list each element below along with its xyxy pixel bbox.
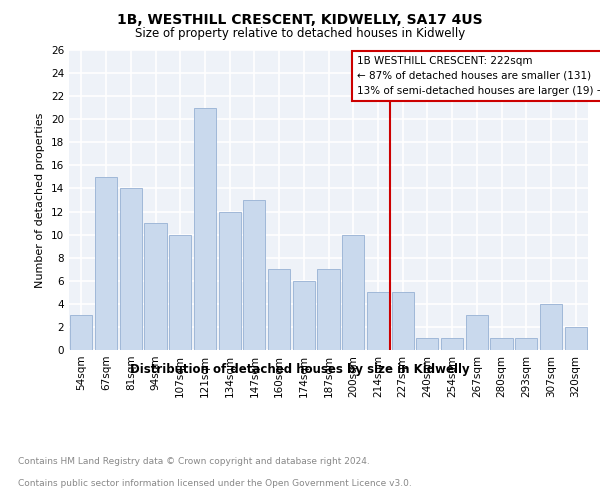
Bar <box>218 212 241 350</box>
Text: 1B, WESTHILL CRESCENT, KIDWELLY, SA17 4US: 1B, WESTHILL CRESCENT, KIDWELLY, SA17 4U… <box>117 12 483 26</box>
Bar <box>145 223 167 350</box>
Bar <box>565 327 587 350</box>
Text: Contains HM Land Registry data © Crown copyright and database right 2024.: Contains HM Land Registry data © Crown c… <box>18 458 370 466</box>
Bar <box>70 316 92 350</box>
Bar <box>169 234 191 350</box>
Bar <box>293 281 315 350</box>
Bar <box>268 269 290 350</box>
Y-axis label: Number of detached properties: Number of detached properties <box>35 112 46 288</box>
Bar <box>95 177 117 350</box>
Bar <box>441 338 463 350</box>
Text: 1B WESTHILL CRESCENT: 222sqm
← 87% of detached houses are smaller (131)
13% of s: 1B WESTHILL CRESCENT: 222sqm ← 87% of de… <box>357 56 600 96</box>
Text: Distribution of detached houses by size in Kidwelly: Distribution of detached houses by size … <box>130 362 470 376</box>
Bar <box>515 338 538 350</box>
Bar <box>243 200 265 350</box>
Bar <box>119 188 142 350</box>
Bar <box>194 108 216 350</box>
Bar <box>342 234 364 350</box>
Bar <box>392 292 414 350</box>
Bar <box>367 292 389 350</box>
Bar <box>317 269 340 350</box>
Bar <box>490 338 512 350</box>
Bar <box>416 338 439 350</box>
Bar <box>466 316 488 350</box>
Text: Contains public sector information licensed under the Open Government Licence v3: Contains public sector information licen… <box>18 479 412 488</box>
Text: Size of property relative to detached houses in Kidwelly: Size of property relative to detached ho… <box>135 28 465 40</box>
Bar <box>540 304 562 350</box>
